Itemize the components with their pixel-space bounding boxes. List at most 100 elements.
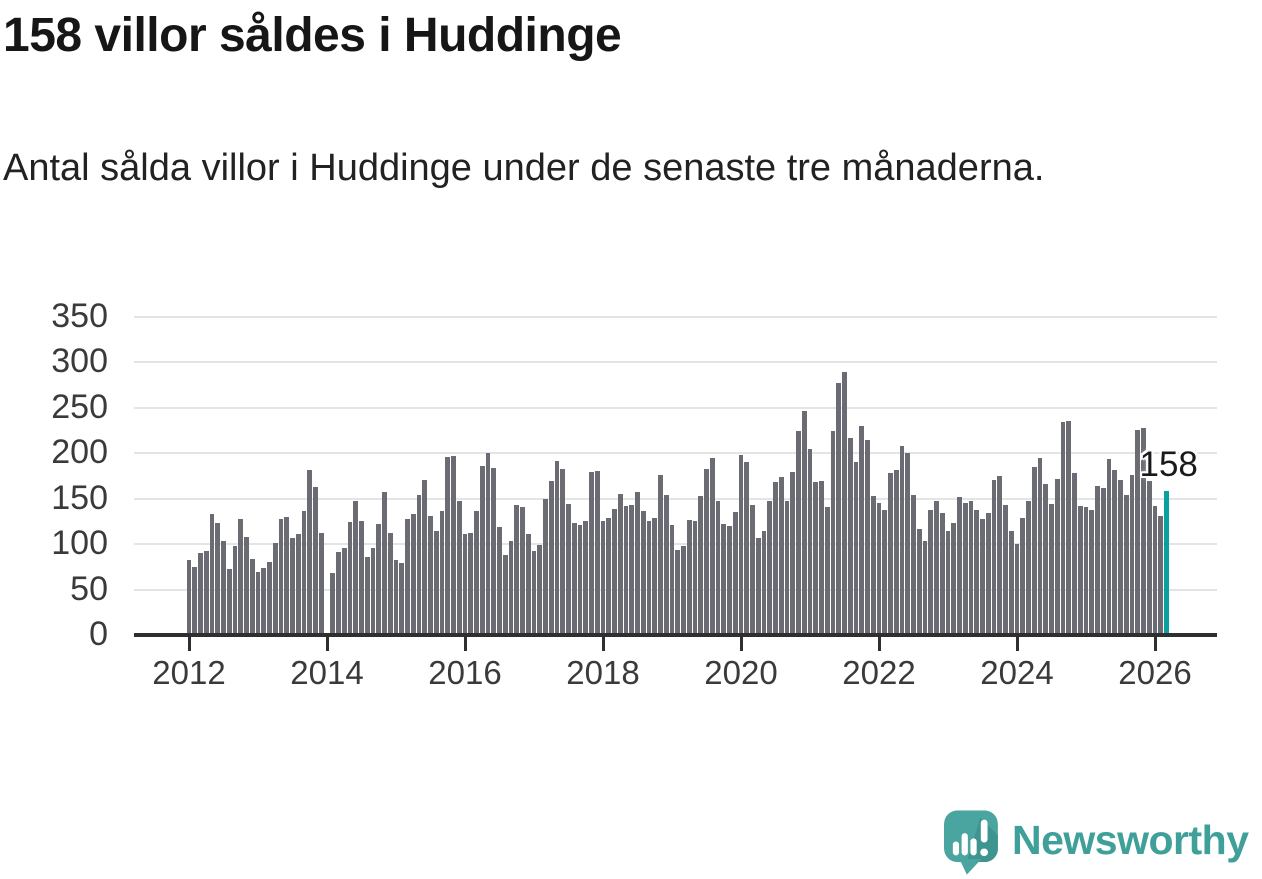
bar [1049, 504, 1054, 635]
bar [295, 534, 301, 635]
bar [462, 534, 468, 635]
newsworthy-logo: Newsworthy [944, 810, 1249, 876]
x-axis-tick-label: 2016 [428, 654, 502, 691]
bar [192, 566, 198, 635]
bar [715, 501, 721, 635]
bar [686, 519, 692, 635]
x-axis-tick [187, 635, 191, 651]
bar [824, 506, 830, 635]
bar [1158, 515, 1164, 635]
bar [520, 506, 525, 635]
bar [1066, 420, 1072, 635]
bar [612, 508, 617, 635]
bar [232, 545, 238, 635]
bar [1054, 478, 1060, 635]
bar [393, 559, 399, 635]
bar [364, 556, 370, 635]
bar [416, 495, 422, 635]
bar [468, 533, 474, 635]
bar [968, 500, 974, 635]
gridline [134, 316, 1217, 318]
bar [272, 543, 278, 635]
bar [537, 545, 543, 635]
bar [606, 517, 612, 635]
bar [663, 495, 669, 635]
bar [640, 510, 646, 635]
highlighted-bar [1164, 491, 1169, 635]
y-axis-tick-label: 250 [51, 387, 108, 426]
bar [865, 439, 870, 635]
bar [669, 525, 675, 635]
bar [853, 462, 859, 635]
bar [594, 470, 600, 635]
bar [646, 520, 652, 635]
y-axis-tick-label: 200 [51, 433, 108, 472]
bar [617, 494, 623, 635]
bar [813, 482, 819, 635]
y-axis-tick-label: 350 [51, 297, 108, 335]
bar [514, 505, 520, 635]
bar [186, 559, 192, 635]
bar [675, 549, 681, 635]
bar [1008, 531, 1014, 635]
bar [1083, 506, 1089, 635]
gridline [134, 361, 1217, 364]
bar [215, 523, 221, 635]
bar [433, 530, 439, 635]
bar [778, 476, 784, 635]
bar [267, 562, 272, 635]
newsworthy-logo-text: Newsworthy [1012, 816, 1249, 863]
bar [1095, 485, 1100, 635]
bar [905, 453, 911, 635]
bar [1089, 509, 1095, 635]
bar [422, 479, 428, 635]
bar [635, 492, 640, 635]
bar [951, 523, 957, 635]
bar [491, 467, 497, 635]
bar [738, 455, 744, 635]
bar [962, 503, 968, 635]
bar [911, 495, 916, 635]
bar [985, 513, 991, 635]
y-axis-tick-label: 0 [89, 615, 108, 653]
bar [261, 567, 267, 635]
bar [1014, 544, 1020, 635]
bar [456, 501, 462, 635]
bar [1026, 501, 1031, 635]
bar [681, 545, 686, 635]
bar [1077, 505, 1083, 635]
bar [761, 530, 767, 635]
latest-value-label: 158 [1139, 445, 1198, 485]
x-axis-tick [1015, 635, 1019, 651]
bar [721, 524, 727, 635]
bar [307, 469, 313, 635]
bar [847, 437, 853, 635]
bar [1112, 469, 1118, 635]
bar [836, 383, 842, 635]
bar [278, 518, 284, 635]
bar [928, 509, 934, 635]
bar [284, 516, 290, 635]
bar [767, 501, 773, 635]
bar [784, 500, 790, 635]
bar [882, 509, 888, 635]
bar [1031, 466, 1037, 635]
bar [796, 430, 801, 635]
bar [330, 573, 336, 635]
x-axis-tick [325, 635, 329, 651]
bar [974, 509, 980, 635]
x-axis-tick-label: 2014 [290, 654, 364, 691]
y-axis-tick-label: 100 [51, 524, 108, 563]
bar [387, 533, 393, 635]
bar [474, 511, 479, 635]
gridline [134, 543, 1217, 546]
chart-subtitle: Antal sålda villor i Huddinge under de s… [3, 147, 1045, 189]
bar [508, 541, 514, 635]
x-axis-tick-label: 2026 [1118, 654, 1192, 691]
bar [939, 513, 945, 635]
x-axis-tick-label: 2024 [980, 654, 1054, 691]
x-axis-tick-label: 2022 [842, 654, 916, 691]
bar [1043, 484, 1049, 635]
